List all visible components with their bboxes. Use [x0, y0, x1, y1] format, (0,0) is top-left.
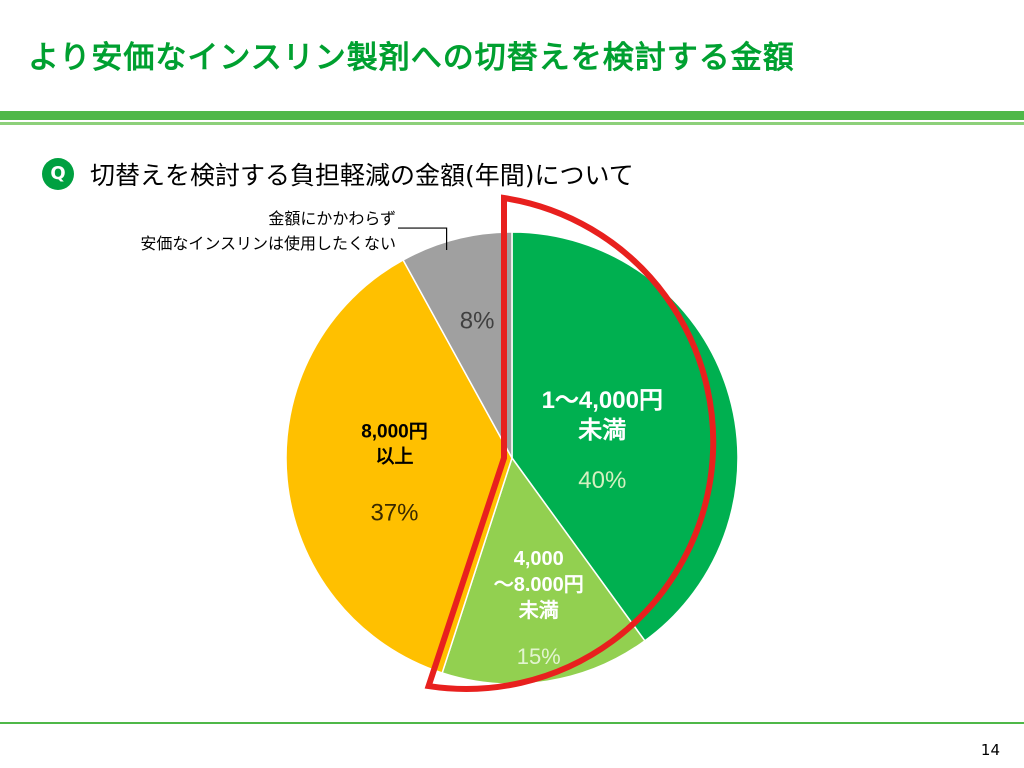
- slice-label-3-line-2: 以上: [375, 445, 413, 467]
- page-number: 14: [980, 741, 1000, 759]
- highlight-outline: [424, 194, 717, 692]
- slice-label-3-line-1: 8,000円: [361, 421, 428, 442]
- slice-label-1-line-1: 1～4,000円: [542, 387, 663, 414]
- callout-leader-line: [398, 227, 448, 251]
- question-badge: Q: [42, 158, 74, 190]
- slice-percent-1: 40%: [578, 467, 626, 494]
- pie-slice-4: [402, 231, 513, 459]
- callout-text-line-1: 金額にかかわらず: [268, 210, 396, 228]
- slice-label-2-line-1: 4,000: [514, 548, 564, 570]
- title-divider-thin: [0, 122, 1024, 125]
- slice-percent-3: 37%: [370, 500, 418, 527]
- pie-slice-1: [511, 231, 739, 642]
- slice-percent-2: 15%: [517, 644, 561, 669]
- callout-text-line-2: 安価なインスリンは使用したくない: [140, 235, 396, 253]
- question-text: 切替えを検討する負担軽減の金額(年間)について: [90, 161, 634, 190]
- pie-slice-2: [441, 456, 646, 685]
- slice-label-1-line-2: 未満: [578, 417, 626, 444]
- slide-title: より安価なインスリン製剤への切替えを検討する金額: [28, 40, 795, 76]
- title-divider: [0, 111, 1024, 120]
- slice-percent-4: 8%: [460, 308, 495, 335]
- slice-label-2-line-3: 未満: [519, 599, 559, 622]
- slice-label-2-line-2: ～8.000円: [494, 574, 584, 596]
- pie-slice-3: [285, 258, 513, 674]
- footer-divider: [0, 722, 1024, 724]
